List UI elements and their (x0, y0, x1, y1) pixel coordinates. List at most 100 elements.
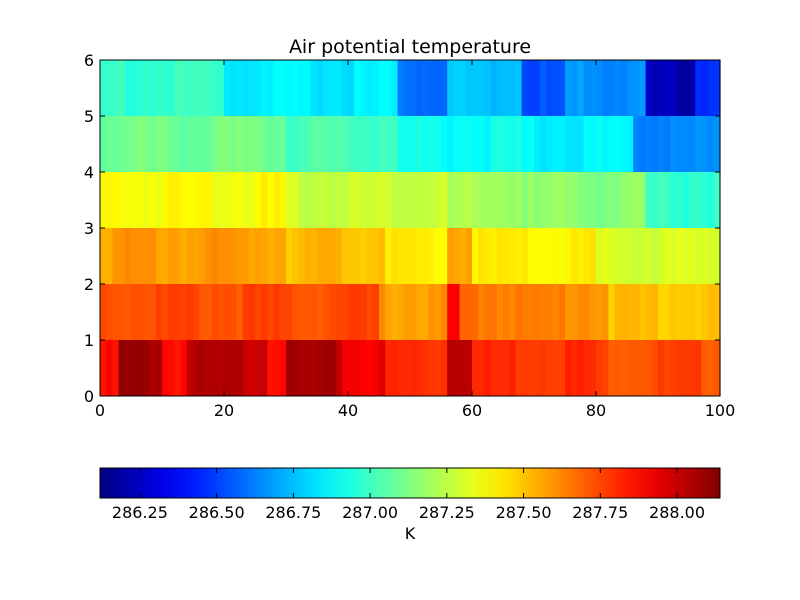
heatmap-cell (149, 228, 157, 284)
heatmap-cell (106, 228, 113, 284)
heatmap-cell (118, 116, 126, 172)
heatmap-cell (410, 228, 417, 284)
heatmap-cell (217, 284, 225, 340)
heatmap-cell (360, 284, 368, 340)
heatmap-cell (106, 340, 113, 396)
heatmap-cell (360, 116, 368, 172)
heatmap-cell (540, 284, 547, 340)
heatmap-cell (199, 340, 206, 396)
heatmap-cell (335, 228, 343, 284)
heatmap-cell (651, 116, 659, 172)
heatmap-cell (317, 116, 324, 172)
heatmap-cell (186, 284, 194, 340)
heatmap-cell (571, 172, 578, 228)
heatmap-cell (689, 228, 696, 284)
heatmap-cell (465, 172, 473, 228)
heatmap-cell (552, 116, 560, 172)
heatmap-cell (255, 284, 262, 340)
heatmap-cell (155, 172, 163, 228)
heatmap-cells (100, 60, 721, 396)
heatmap-cell (106, 116, 113, 172)
heatmap-cell (273, 284, 281, 340)
colorbar-tick-label: 287.50 (496, 503, 552, 522)
heatmap-cell (317, 60, 324, 116)
heatmap-cell (472, 116, 479, 172)
heatmap-cell (292, 340, 299, 396)
heatmap-cell (509, 172, 516, 228)
heatmap-cell (217, 228, 225, 284)
x-axis: 0 20 40 60 80 100 (95, 60, 735, 420)
heatmap-cell (459, 284, 467, 340)
heatmap-cell (602, 60, 609, 116)
heatmap-cell (397, 116, 405, 172)
heatmap-cell (329, 228, 337, 284)
heatmap-cell (651, 340, 659, 396)
heatmap-cell (627, 116, 634, 172)
heatmap-cell (664, 340, 671, 396)
heatmap-cell (422, 340, 430, 396)
heatmap-cell (131, 284, 138, 340)
heatmap-cell (329, 284, 337, 340)
heatmap-cell (261, 284, 268, 340)
heatmap-cell (323, 284, 330, 340)
heatmap-cell (478, 228, 485, 284)
heatmap-cell (236, 340, 244, 396)
heatmap-cell (465, 340, 473, 396)
heatmap-cell (100, 340, 107, 396)
heatmap-cell (236, 284, 244, 340)
heatmap-cell (441, 228, 448, 284)
heatmap-cell (428, 228, 436, 284)
heatmap-cell (211, 172, 219, 228)
heatmap-cell (124, 228, 132, 284)
heatmap-cell (354, 60, 361, 116)
heatmap-cell (577, 228, 585, 284)
heatmap-cell (273, 60, 281, 116)
heatmap-cell (453, 172, 461, 228)
heatmap-cell (131, 60, 138, 116)
heatmap-cell (267, 284, 275, 340)
heatmap-cell (577, 340, 585, 396)
heatmap-cell (503, 228, 510, 284)
heatmap-cell (558, 172, 566, 228)
heatmap-cell (627, 60, 634, 116)
heatmap-cell (286, 340, 293, 396)
heatmap-cell (577, 284, 585, 340)
heatmap-cell (695, 340, 702, 396)
heatmap-cell (682, 340, 690, 396)
heatmap-cell (366, 172, 374, 228)
heatmap-cell (230, 116, 237, 172)
heatmap-cell (310, 340, 318, 396)
heatmap-cell (441, 172, 448, 228)
heatmap-cell (546, 340, 554, 396)
heatmap-cell (509, 60, 516, 116)
heatmap-cell (707, 340, 715, 396)
heatmap-cell (385, 284, 392, 340)
heatmap-cell (602, 172, 609, 228)
heatmap-cell (193, 60, 200, 116)
heatmap-cell (106, 284, 113, 340)
heatmap-cell (707, 60, 715, 116)
heatmap-cell (385, 340, 392, 396)
x-tick-label: 80 (586, 401, 606, 420)
heatmap-cell (137, 284, 144, 340)
heatmap-cell (540, 340, 547, 396)
heatmap-cell (193, 116, 200, 172)
heatmap-cell (565, 172, 572, 228)
heatmap-cell (273, 340, 281, 396)
colorbar-tick-label: 288.00 (649, 503, 705, 522)
heatmap-cell (193, 228, 200, 284)
heatmap-cell (335, 116, 343, 172)
heatmap-cell (676, 228, 684, 284)
heatmap-cell (682, 284, 690, 340)
heatmap-cell (403, 60, 411, 116)
heatmap-cell (286, 228, 293, 284)
heatmap-cell (447, 228, 454, 284)
heatmap-cell (366, 60, 374, 116)
heatmap-cell (224, 60, 231, 116)
heatmap-cell (304, 60, 312, 116)
heatmap-cell (701, 284, 709, 340)
heatmap-cell (689, 172, 696, 228)
heatmap-cell (100, 172, 107, 228)
heatmap-cell (323, 228, 330, 284)
